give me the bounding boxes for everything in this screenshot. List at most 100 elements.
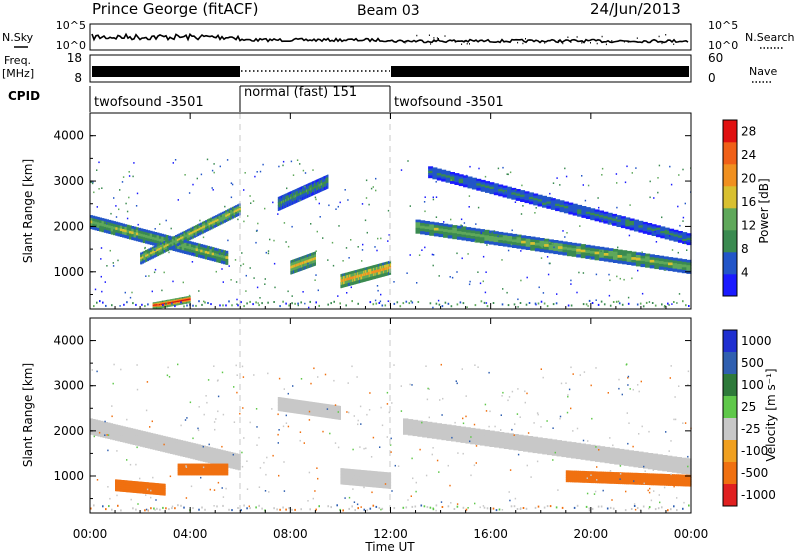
heat-cell bbox=[327, 175, 328, 178]
frequency-panel: Freq. [MHz] 18 8 60 0 Nave bbox=[2, 51, 777, 85]
heat-ground bbox=[541, 301, 543, 303]
heat-ground bbox=[646, 302, 648, 304]
heat-scatter bbox=[137, 193, 138, 195]
heat-cell bbox=[629, 460, 634, 464]
heat-cell bbox=[498, 243, 503, 246]
heat-ground bbox=[99, 300, 101, 302]
heat-ground bbox=[291, 302, 293, 304]
heat-cell bbox=[485, 433, 490, 437]
heat-scatter bbox=[262, 164, 263, 166]
heat-scatter bbox=[682, 220, 683, 222]
heat-scatter bbox=[287, 291, 288, 293]
heat-cell bbox=[537, 444, 542, 448]
heat-scatter bbox=[419, 254, 420, 256]
heat-cell bbox=[590, 445, 595, 449]
heat-ground bbox=[102, 302, 104, 304]
heat-scatter bbox=[145, 275, 146, 277]
heat-cell bbox=[471, 233, 476, 236]
freq-label-top: Freq. bbox=[4, 54, 31, 67]
heat-scatter bbox=[432, 254, 433, 256]
heat-cell bbox=[619, 462, 624, 466]
heat-scatter bbox=[421, 249, 422, 251]
heat-scatter bbox=[297, 159, 298, 161]
heat-cell bbox=[638, 230, 643, 233]
heat-cell bbox=[590, 448, 595, 452]
noise-search-dot bbox=[665, 34, 666, 36]
heat-scatter bbox=[155, 269, 156, 271]
heat-cell bbox=[535, 240, 540, 243]
heat-scatter bbox=[203, 237, 204, 239]
heat-cell bbox=[238, 457, 241, 461]
noise-search-dot bbox=[461, 44, 462, 46]
heat-ground bbox=[412, 302, 414, 304]
heat-scatter bbox=[327, 259, 328, 261]
heat-cell bbox=[225, 262, 228, 265]
heat-cell bbox=[466, 230, 471, 233]
heat-ground bbox=[96, 302, 98, 304]
heat-scatter bbox=[155, 228, 156, 230]
nave-tick-low: 0 bbox=[708, 71, 716, 85]
heat-scatter bbox=[335, 208, 336, 210]
heat-scatter bbox=[288, 246, 289, 248]
heat-ground bbox=[460, 301, 462, 303]
heat-scatter bbox=[245, 172, 246, 174]
heat-ground bbox=[571, 305, 573, 307]
heat-scatter bbox=[469, 166, 470, 168]
noise-search-dot bbox=[570, 42, 571, 44]
heat-cell bbox=[673, 269, 678, 272]
heat-cell bbox=[441, 427, 446, 431]
heat-ground bbox=[373, 303, 375, 305]
heat-cell bbox=[563, 252, 568, 255]
heat-ground bbox=[135, 304, 137, 306]
heat-scatter bbox=[485, 292, 486, 294]
nsearch-label: N.Search bbox=[745, 31, 795, 44]
heat-scatter bbox=[366, 197, 367, 199]
heat-scatter bbox=[161, 290, 162, 292]
heat-scatter bbox=[588, 185, 589, 187]
noise-search-dot bbox=[628, 41, 629, 43]
heat-cell bbox=[528, 446, 533, 450]
heat-cell bbox=[586, 216, 591, 219]
heat-scatter bbox=[105, 281, 106, 283]
heat-cell bbox=[645, 265, 650, 268]
heat-scatter bbox=[340, 202, 341, 204]
heat-scatter bbox=[175, 159, 176, 161]
noise-left-tick-high: 10^5 bbox=[56, 19, 86, 32]
heat-scatter bbox=[118, 209, 119, 211]
heat-cell bbox=[518, 447, 523, 451]
power-colorbar-tick: 16 bbox=[741, 195, 756, 209]
heat-scatter bbox=[274, 287, 275, 289]
heat-cell bbox=[566, 454, 571, 458]
heat-scatter bbox=[98, 188, 99, 190]
heat-cell bbox=[677, 457, 682, 461]
heat-ground bbox=[219, 304, 221, 306]
power-heatmap bbox=[90, 159, 692, 309]
heat-scatter bbox=[597, 197, 598, 199]
heat-scatter bbox=[243, 189, 244, 191]
heat-cell bbox=[542, 451, 547, 455]
heat-scatter bbox=[247, 215, 248, 217]
heat-cell bbox=[456, 429, 461, 433]
heat-cell bbox=[489, 233, 494, 236]
heat-scatter bbox=[95, 289, 96, 291]
heat-cell bbox=[609, 460, 614, 464]
heat-scatter bbox=[131, 292, 132, 294]
heat-cell bbox=[546, 206, 551, 209]
heat-cell bbox=[618, 261, 623, 264]
heat-cell bbox=[533, 437, 538, 441]
heat-ground bbox=[448, 303, 450, 305]
heat-cell bbox=[521, 243, 526, 246]
heat-scatter bbox=[225, 254, 226, 256]
heat-scatter bbox=[138, 224, 139, 226]
heat-cell bbox=[443, 229, 448, 232]
heat-scatter bbox=[432, 307, 433, 309]
heat-scatter bbox=[119, 305, 120, 307]
heat-cell bbox=[678, 240, 683, 243]
noise-search-dot bbox=[662, 43, 663, 45]
noise-search-dot bbox=[430, 43, 431, 45]
heat-scatter bbox=[450, 276, 451, 278]
heat-cell bbox=[452, 233, 457, 236]
heat-cell bbox=[581, 456, 586, 460]
heat-ground bbox=[475, 304, 477, 306]
heat-cell bbox=[624, 456, 629, 460]
